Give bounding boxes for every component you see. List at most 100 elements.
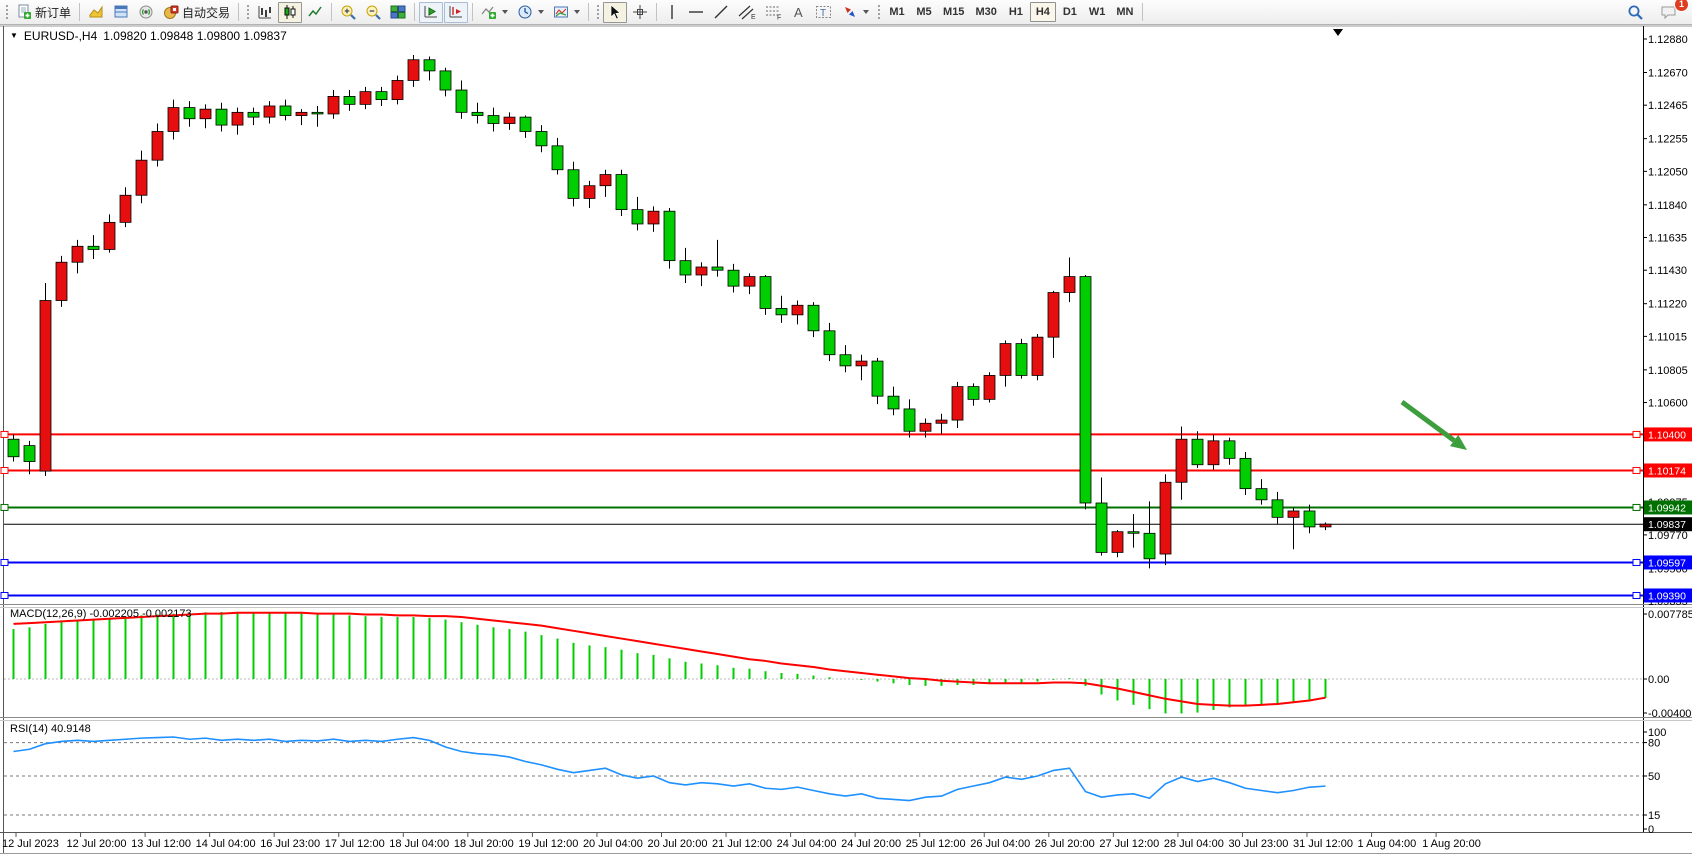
trendline-tool-button[interactable] <box>709 2 733 23</box>
crosshair-tool-button[interactable] <box>628 2 652 23</box>
time-axis[interactable]: 12 Jul 2023 12 Jul 20:00 13 Jul 12:00 14 Ju… <box>2 833 1481 850</box>
hline-handle[interactable] <box>1632 430 1641 438</box>
svg-text:12 Jul 20:00: 12 Jul 20:00 <box>67 838 127 850</box>
tab-timeframe-m5[interactable]: M5 <box>911 2 937 22</box>
chart-shift-button[interactable] <box>444 1 469 23</box>
svg-text:26 Jul 04:00: 26 Jul 04:00 <box>970 838 1030 850</box>
tab-timeframe-h1[interactable]: H1 <box>1003 2 1029 22</box>
tab-timeframe-m30[interactable]: M30 <box>970 2 1001 22</box>
market-watch-button[interactable] <box>84 2 108 23</box>
svg-text:14 Jul 04:00: 14 Jul 04:00 <box>196 838 256 850</box>
svg-text:25 Jul 12:00: 25 Jul 12:00 <box>906 838 966 850</box>
hline-handle[interactable] <box>0 503 9 511</box>
tab-timeframe-m15[interactable]: M15 <box>938 2 969 22</box>
arrows-tool-button[interactable] <box>838 2 873 23</box>
arrows-dropdown-caret[interactable] <box>863 10 870 14</box>
svg-text:80: 80 <box>1648 738 1660 750</box>
tab-timeframe-m1[interactable]: M1 <box>884 2 910 22</box>
zoom-out-button[interactable] <box>361 2 385 23</box>
hline-handle[interactable] <box>0 430 9 438</box>
svg-text:1.11840: 1.11840 <box>1648 200 1687 212</box>
periods-button[interactable] <box>513 2 548 23</box>
toolbar-grip[interactable] <box>245 3 251 21</box>
auto-trading-button[interactable]: 自动交易 <box>159 2 234 23</box>
text-label-tool-button[interactable]: T <box>811 2 837 23</box>
svg-text:1.12465: 1.12465 <box>1648 100 1688 112</box>
hline-handle[interactable] <box>1632 591 1641 599</box>
horizontal-lines[interactable] <box>0 430 1643 599</box>
vertical-line-tool-button[interactable] <box>661 2 683 23</box>
line-chart-mode-button[interactable] <box>303 2 327 23</box>
search-button[interactable] <box>1623 2 1648 23</box>
subwindow-splitter[interactable] <box>0 604 1692 608</box>
chart-menu-triangle-icon[interactable]: ▼ <box>10 30 18 40</box>
hline-handle[interactable] <box>1632 466 1641 474</box>
search-icon <box>1628 5 1643 20</box>
toolbar-separator <box>238 3 240 21</box>
horizontal-line-tool-button[interactable] <box>684 2 708 23</box>
indicators-dropdown-caret[interactable] <box>502 10 509 14</box>
toolbar-right-icons: 1 <box>1623 0 1690 23</box>
svg-text:24 Jul 20:00: 24 Jul 20:00 <box>841 838 901 850</box>
auto-trading-label: 自动交易 <box>182 5 231 20</box>
toolbar-separator <box>331 3 333 21</box>
zoom-in-icon <box>341 5 356 20</box>
toolbar-grip[interactable] <box>4 3 9 21</box>
text-tool-button[interactable]: A <box>788 2 810 23</box>
svg-text:0.007785: 0.007785 <box>1648 609 1692 621</box>
svg-text:1 Aug 04:00: 1 Aug 04:00 <box>1358 838 1417 850</box>
signal-icon <box>139 5 153 19</box>
svg-text:28 Jul 04:00: 28 Jul 04:00 <box>1164 838 1224 850</box>
templates-button[interactable] <box>549 2 584 23</box>
tab-timeframe-w1[interactable]: W1 <box>1084 2 1111 22</box>
template-icon <box>554 6 569 18</box>
tab-timeframe-h4[interactable]: H4 <box>1029 2 1056 22</box>
channel-tool-button[interactable]: E <box>734 2 760 23</box>
subwindow-splitter[interactable] <box>0 717 1692 721</box>
hline-handle[interactable] <box>1632 558 1641 566</box>
cursor-tool-button[interactable] <box>603 1 628 23</box>
svg-text:1 Aug 20:00: 1 Aug 20:00 <box>1422 838 1481 850</box>
candlestick-series <box>7 54 1332 569</box>
periods-dropdown-caret[interactable] <box>538 10 545 14</box>
svg-text:1.11430: 1.11430 <box>1648 265 1687 277</box>
tab-timeframe-d1[interactable]: D1 <box>1057 2 1083 22</box>
candlestick-mode-button[interactable] <box>278 1 303 23</box>
svg-text:17 Jul 12:00: 17 Jul 12:00 <box>325 838 385 850</box>
rsi-label: RSI(14) 40.9148 <box>10 723 91 735</box>
templates-dropdown-caret[interactable] <box>574 10 581 14</box>
zoom-in-button[interactable] <box>336 2 360 23</box>
signals-button[interactable] <box>134 2 158 23</box>
hline-handle[interactable] <box>0 591 9 599</box>
tile-windows-button[interactable] <box>386 2 410 23</box>
rsi-line <box>13 736 1326 802</box>
toolbar-grip[interactable] <box>876 3 882 21</box>
chart-shift-marker-icon[interactable] <box>1333 29 1343 36</box>
macd-indicator-window[interactable]: 0.007785 0.00 -0.004009 MACD(12,26,9) -0.00… <box>4 608 1692 720</box>
toolbar-grip[interactable] <box>595 3 601 21</box>
new-order-button[interactable]: 新订单 <box>12 2 75 23</box>
toolbar: 新订单 自动交易 <box>0 0 1692 25</box>
tab-timeframe-mn[interactable]: MN <box>1111 2 1138 22</box>
svg-text:1.11635: 1.11635 <box>1648 233 1687 245</box>
auto-scroll-icon <box>424 6 438 18</box>
new-order-label: 新订单 <box>35 5 72 20</box>
svg-text:1.11015: 1.11015 <box>1648 331 1687 343</box>
hline-handle[interactable] <box>1632 503 1641 511</box>
toolbar-separator <box>656 3 658 21</box>
candlestick-icon <box>284 5 296 19</box>
fibonacci-tool-button[interactable]: F <box>761 2 787 23</box>
bar-chart-mode-button[interactable] <box>253 2 277 23</box>
chart-window-borders <box>0 25 1692 854</box>
indicators-button[interactable] <box>477 2 512 23</box>
tile-windows-icon <box>390 5 406 19</box>
annotation-arrow[interactable] <box>1400 399 1467 450</box>
data-window-button[interactable] <box>109 2 133 23</box>
svg-text:31 Jul 12:00: 31 Jul 12:00 <box>1293 838 1353 850</box>
svg-text:-0.004009: -0.004009 <box>1648 708 1692 720</box>
auto-scroll-button[interactable] <box>419 1 444 23</box>
hline-handle[interactable] <box>0 466 9 474</box>
hline-handle[interactable] <box>0 558 9 566</box>
